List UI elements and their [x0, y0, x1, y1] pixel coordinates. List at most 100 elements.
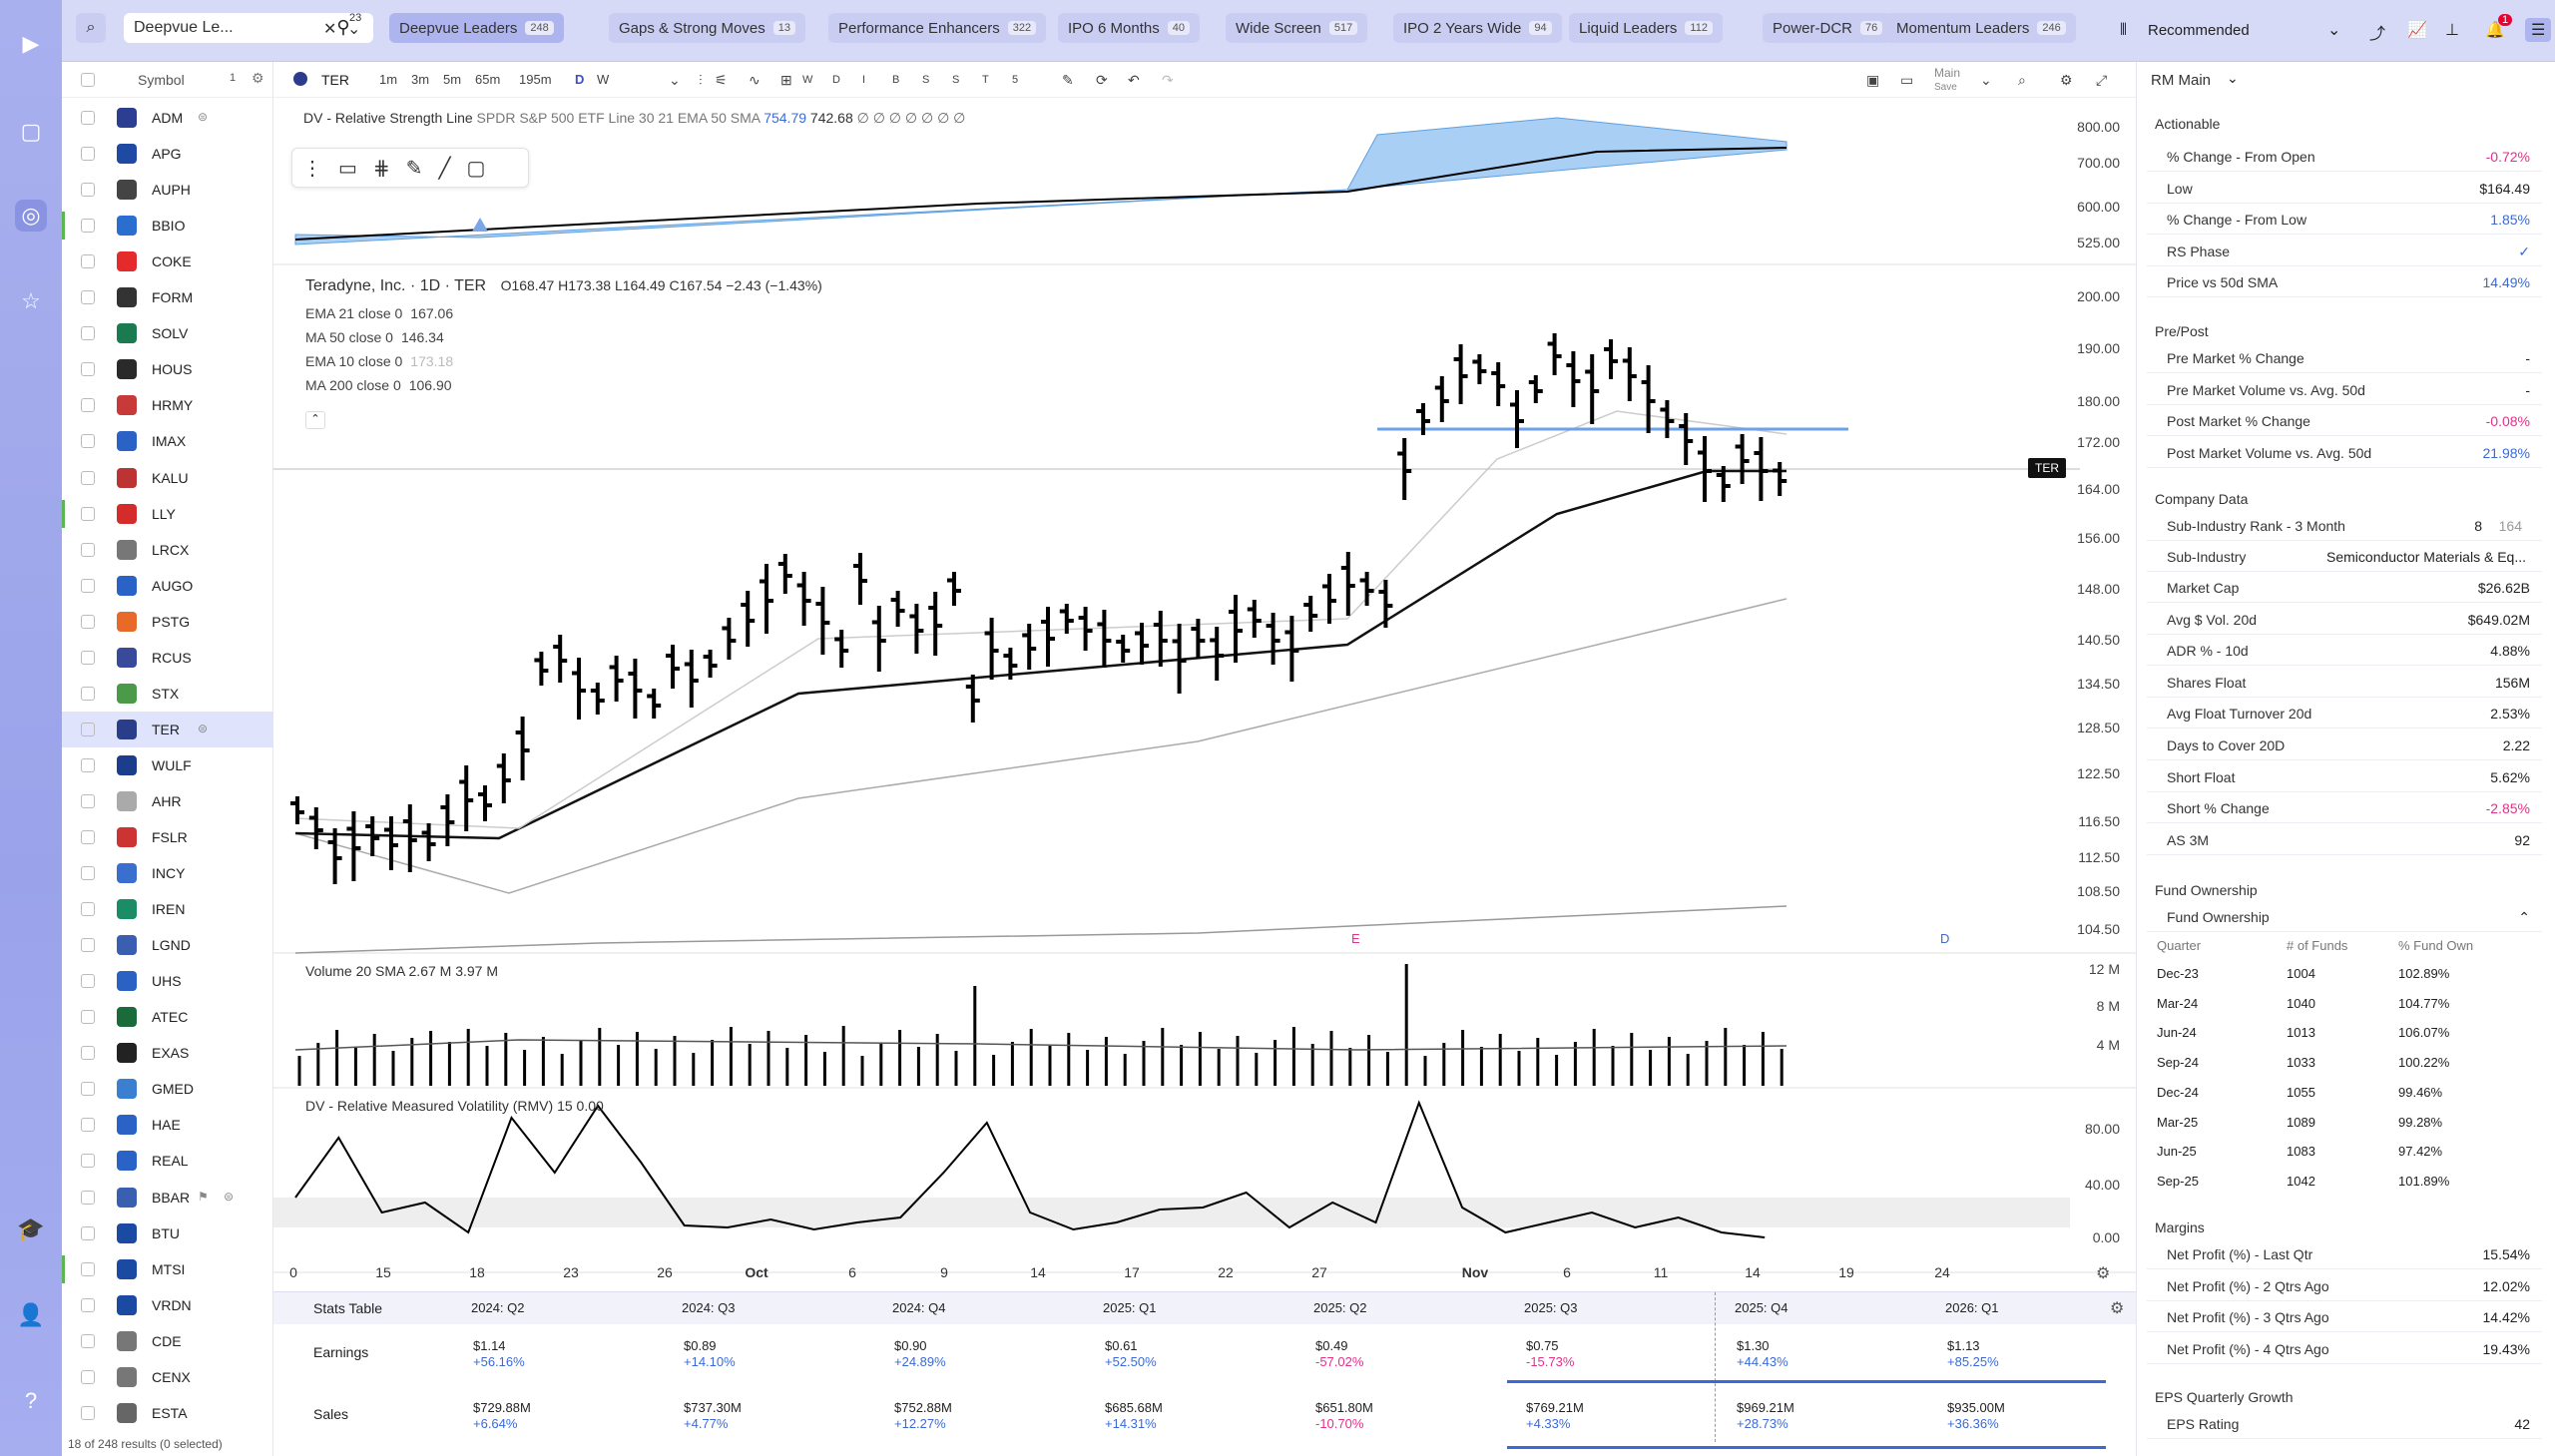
interval-W[interactable]: W [597, 72, 610, 87]
stats-settings-icon[interactable]: ⚙ [2110, 1300, 2125, 1317]
list-view-icon[interactable]: ☰ [2525, 18, 2552, 42]
user-icon[interactable]: 👤 [17, 1302, 45, 1327]
metric-row[interactable]: % Change - From Open -0.72% [2147, 142, 2542, 172]
marker-toggle[interactable]: W [802, 74, 813, 86]
row-checkbox[interactable] [81, 362, 95, 377]
list-item[interactable]: COKE [62, 243, 273, 279]
list-item[interactable]: EXAS [62, 1035, 273, 1071]
graduation-icon[interactable]: 🎓 [17, 1216, 45, 1241]
note-icon[interactable]: ⊜ [198, 110, 209, 124]
symbol-column-header[interactable]: Symbol [138, 72, 185, 88]
list-item[interactable]: ESTA [62, 1395, 273, 1431]
list-item[interactable]: APG [62, 136, 273, 172]
row-checkbox[interactable] [81, 614, 95, 629]
ma-legend-item[interactable]: EMA 21 close 0 167.06 [305, 305, 453, 329]
quarter-header[interactable]: 2024: Q4 [892, 1300, 946, 1315]
cube-icon[interactable]: ▢ [20, 119, 42, 144]
bell-icon[interactable]: 🔔 [2485, 22, 2505, 39]
redo-icon[interactable]: ↷ [1162, 72, 1174, 88]
undo-icon[interactable]: ↶ [1128, 72, 1140, 88]
sub-industry-rank-row[interactable]: Sub-Industry Rank - 3 Month 8 164 [2147, 511, 2542, 541]
line-tool-icon[interactable]: ╱ [438, 157, 451, 180]
row-checkbox[interactable] [81, 722, 95, 736]
chart-icon[interactable]: 📈 [2407, 22, 2427, 39]
note-icon[interactable]: ⊜ [224, 1189, 235, 1204]
interval-5m[interactable]: 5m [443, 72, 462, 87]
list-item[interactable]: WULF [62, 747, 273, 783]
chart-svg[interactable]: 200.00190.00180.00172.00164.00156.00148.… [273, 98, 2136, 1291]
tab-0[interactable]: Deepvue Leaders 248 [389, 13, 564, 43]
marker-toggle[interactable]: S [922, 74, 930, 86]
zoom-icon[interactable]: ⌕ [2018, 72, 2026, 88]
list-item[interactable]: PSTG [62, 604, 273, 640]
metric-row[interactable]: Post Market % Change -0.08% [2147, 406, 2542, 436]
tab-8[interactable]: Momentum Leaders 246 [1886, 13, 2076, 43]
list-item[interactable]: STX [62, 676, 273, 712]
list-item[interactable]: AUGO [62, 568, 273, 604]
quarter-header[interactable]: 2026: Q1 [1945, 1300, 1999, 1315]
metric-row[interactable]: ADR % - 10d 4.88% [2147, 636, 2542, 667]
chevron-down-icon[interactable]: ⌄ [1980, 72, 1992, 88]
marker-toggle[interactable]: 5 [1012, 74, 1019, 86]
list-item[interactable]: SOLV [62, 315, 273, 351]
row-checkbox[interactable] [81, 183, 95, 198]
settings-icon[interactable]: ⚙ [2060, 72, 2073, 88]
radar-icon[interactable]: ◎ [15, 200, 47, 232]
ma-legend-item[interactable]: MA 200 close 0 106.90 [305, 377, 453, 401]
row-checkbox[interactable] [81, 1190, 95, 1205]
section-title[interactable]: Fund Ownership [2155, 882, 2258, 898]
row-checkbox[interactable] [81, 542, 95, 557]
metric-row[interactable]: Net Profit (%) - 2 Qtrs Ago 12.02% [2147, 1271, 2542, 1301]
metric-row[interactable]: Short Float 5.62% [2147, 762, 2542, 792]
pencil-icon[interactable]: ✎ [1062, 72, 1074, 88]
list-item[interactable]: LLY [62, 496, 273, 532]
row-checkbox[interactable] [81, 1405, 95, 1420]
row-checkbox[interactable] [81, 830, 95, 844]
layout-icon[interactable]: ▣ [1866, 72, 1880, 88]
app-logo-icon[interactable]: ▶ [22, 31, 40, 56]
row-checkbox[interactable] [81, 290, 95, 305]
list-item[interactable]: LRCX [62, 532, 273, 568]
metric-row[interactable]: Shares Float 156M [2147, 668, 2542, 698]
marker-toggle[interactable]: I [862, 74, 866, 86]
panel-title[interactable]: RM Main [2151, 72, 2212, 89]
list-item[interactable]: REAL [62, 1143, 273, 1179]
share-icon[interactable]: ⤴ [2369, 26, 2386, 43]
interval-3m[interactable]: 3m [411, 72, 430, 87]
row-checkbox[interactable] [81, 1369, 95, 1384]
comment-tool-icon[interactable]: ▢ [466, 157, 486, 180]
quarter-header[interactable]: 2025: Q4 [1735, 1300, 1788, 1315]
list-item[interactable]: FORM [62, 279, 273, 315]
metric-row[interactable]: RS Phase ✓ [2147, 237, 2542, 266]
row-checkbox[interactable] [81, 147, 95, 162]
metric-row[interactable]: Pre Market % Change - [2147, 343, 2542, 373]
indicator-settings-icon[interactable]: ⚟ [715, 72, 728, 88]
metric-row[interactable]: Post Market Volume vs. Avg. 50d 21.98% [2147, 438, 2542, 468]
row-checkbox[interactable] [81, 1297, 95, 1312]
interval-65m[interactable]: 65m [475, 72, 501, 87]
list-item[interactable]: ATEC [62, 999, 273, 1035]
list-item[interactable]: BBIO [62, 208, 273, 243]
fullscreen-icon[interactable]: ⤢ [2096, 72, 2108, 88]
star-icon[interactable]: ☆ [21, 288, 41, 313]
row-checkbox[interactable] [81, 578, 95, 593]
list-item[interactable]: ADM ⊜ [62, 100, 273, 136]
list-item[interactable]: FSLR [62, 819, 273, 855]
quarter-header[interactable]: 2024: Q3 [682, 1300, 736, 1315]
list-item[interactable]: MTSI [62, 1251, 273, 1287]
row-checkbox[interactable] [81, 686, 95, 701]
fund-ownership-toggle[interactable]: Fund Ownership ⌃ [2147, 902, 2542, 932]
rectangle-tool-icon[interactable]: ▭ [338, 157, 357, 180]
row-checkbox[interactable] [81, 902, 95, 917]
metric-row[interactable]: Price vs 50d SMA 14.49% [2147, 267, 2542, 297]
row-checkbox[interactable] [81, 1010, 95, 1025]
select-all-checkbox[interactable] [81, 73, 95, 87]
row-checkbox[interactable] [81, 434, 95, 449]
row-checkbox[interactable] [81, 974, 95, 989]
compare-icon[interactable]: ∿ [749, 72, 761, 88]
search-icon[interactable]: ⌕ [76, 13, 106, 43]
note-icon[interactable]: ⊜ [198, 721, 209, 735]
chevron-down-icon[interactable]: ⌄ [2227, 70, 2239, 86]
save-button[interactable]: Save [1934, 82, 1957, 93]
interval-195m[interactable]: 195m [519, 72, 552, 87]
